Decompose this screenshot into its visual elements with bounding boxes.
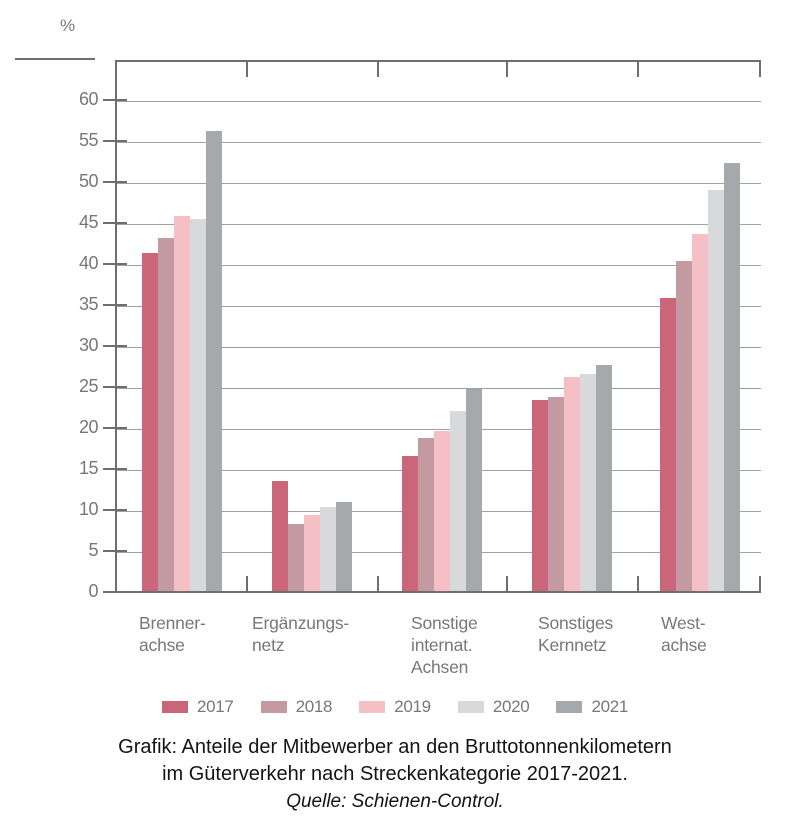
y-tick-label-5: 5: [88, 540, 98, 560]
caption: Grafik: Anteile der Mitbewerber an den B…: [0, 734, 790, 815]
bar-westachse-2020: [708, 190, 724, 591]
frame-tick-top-0: [246, 62, 248, 77]
y-tick-label-15: 15: [78, 458, 99, 478]
bar-westachse-2021: [724, 162, 740, 591]
frame-tick-top-3: [637, 62, 639, 77]
frame-tick-top-1: [377, 62, 379, 77]
top-left-rule: [15, 58, 95, 60]
legend-item-2019: 2019: [359, 697, 431, 717]
legend-swatch-2021: [556, 701, 583, 713]
y-tick-30: [103, 345, 127, 347]
bar-sonstiges-kernnetz-2018: [547, 396, 564, 591]
caption-line-1: Grafik: Anteile der Mitbewerber an den B…: [118, 736, 672, 758]
legend: 2017 2018 2019 2020 2021: [0, 697, 790, 717]
y-tick-10: [103, 509, 127, 511]
bar-sonstige-internat-achsen-2018: [417, 438, 434, 591]
legend-item-2021: 2021: [556, 697, 628, 717]
frame-tick-bottom-2: [506, 576, 508, 591]
y-axis-unit-label: %: [60, 16, 75, 35]
bar-brennerachse-2020: [189, 218, 206, 591]
y-tick-15: [103, 468, 127, 470]
gridline-25: [117, 388, 761, 389]
y-tick-35: [103, 304, 127, 306]
gridline-40: [117, 265, 761, 266]
y-tick-25: [103, 386, 127, 388]
y-tick-60: [103, 99, 127, 101]
bar-sonstige-internat-achsen-2019: [433, 431, 450, 591]
bar-ergänzungsnetz-2017: [271, 481, 288, 591]
legend-swatch-2019: [359, 701, 386, 713]
category-label-3: Sonstige internat. Achsen: [411, 613, 478, 677]
legend-item-2020: 2020: [457, 697, 530, 717]
y-tick-55: [103, 140, 127, 142]
legend-swatch-2020: [457, 701, 484, 713]
bar-ergänzungsnetz-2018: [287, 523, 304, 591]
plot-area: [115, 60, 761, 593]
bar-sonstiges-kernnetz-2020: [579, 373, 596, 591]
gridline-30: [117, 347, 761, 348]
bar-brennerachse-2019: [173, 216, 190, 591]
frame-tick-bottom-4: [759, 576, 761, 591]
legend-label-2019: 2019: [394, 697, 431, 716]
y-tick-5: [103, 550, 127, 552]
y-tick-label-20: 20: [78, 417, 99, 437]
bar-sonstige-internat-achsen-2021: [465, 389, 482, 591]
y-tick-50: [103, 181, 127, 183]
bar-brennerachse-2017: [141, 253, 158, 591]
y-tick-label-60: 60: [78, 89, 99, 109]
y-tick-20: [103, 427, 127, 429]
bar-sonstiges-kernnetz-2019: [563, 376, 580, 591]
gridline-55: [117, 142, 761, 143]
frame-tick-top-2: [506, 62, 508, 77]
caption-line-2: im Güterverkehr nach Streckenkategorie 2…: [162, 763, 628, 785]
category-label-4: Sonstiges Kernnetz: [538, 613, 614, 655]
bar-sonstiges-kernnetz-2017: [531, 399, 548, 591]
bar-ergänzungsnetz-2021: [335, 501, 352, 591]
bar-westachse-2018: [676, 260, 692, 591]
bar-brennerachse-2021: [205, 130, 222, 591]
category-label-2: Ergänzungs- netz: [252, 613, 350, 655]
category-label-5: West- achse: [661, 613, 707, 655]
frame-tick-top-4: [759, 62, 761, 77]
gridline-45: [117, 224, 761, 225]
y-tick-label-50: 50: [78, 171, 99, 191]
gridline-35: [117, 306, 761, 307]
bar-sonstige-internat-achsen-2020: [449, 411, 466, 591]
legend-item-2018: 2018: [260, 697, 333, 717]
y-tick-0: [103, 591, 127, 593]
frame-tick-bottom-1: [377, 576, 379, 591]
y-tick-label-35: 35: [78, 294, 99, 314]
y-tick-label-40: 40: [78, 253, 99, 273]
bar-sonstiges-kernnetz-2021: [595, 364, 612, 591]
bar-brennerachse-2018: [157, 238, 174, 591]
bar-westachse-2019: [692, 234, 708, 591]
legend-label-2021: 2021: [591, 697, 629, 716]
legend-swatch-2017: [161, 701, 188, 713]
y-tick-label-30: 30: [78, 335, 99, 355]
legend-label-2018: 2018: [295, 697, 333, 716]
bar-sonstige-internat-achsen-2017: [401, 455, 418, 591]
legend-label-2017: 2017: [196, 697, 234, 716]
y-tick-45: [103, 222, 127, 224]
bar-westachse-2017: [660, 298, 676, 591]
y-tick-label-45: 45: [78, 212, 99, 232]
gridline-60: [117, 101, 761, 102]
frame-tick-bottom-0: [246, 576, 248, 591]
legend-item-2017: 2017: [161, 697, 234, 717]
y-tick-40: [103, 263, 127, 265]
gridline-20: [117, 429, 761, 430]
frame-tick-bottom-3: [637, 576, 639, 591]
y-tick-label-0: 0: [88, 581, 98, 601]
legend-swatch-2018: [260, 701, 287, 713]
category-label-1: Brenner- achse: [139, 613, 206, 655]
y-tick-label-25: 25: [78, 376, 99, 396]
caption-source: Quelle: Schienen-Control.: [286, 791, 504, 812]
bar-ergänzungsnetz-2020: [319, 507, 336, 591]
gridline-50: [117, 183, 761, 184]
bar-ergänzungsnetz-2019: [303, 514, 320, 591]
y-tick-label-55: 55: [78, 130, 99, 150]
y-tick-label-10: 10: [78, 499, 99, 519]
legend-label-2020: 2020: [492, 697, 530, 716]
